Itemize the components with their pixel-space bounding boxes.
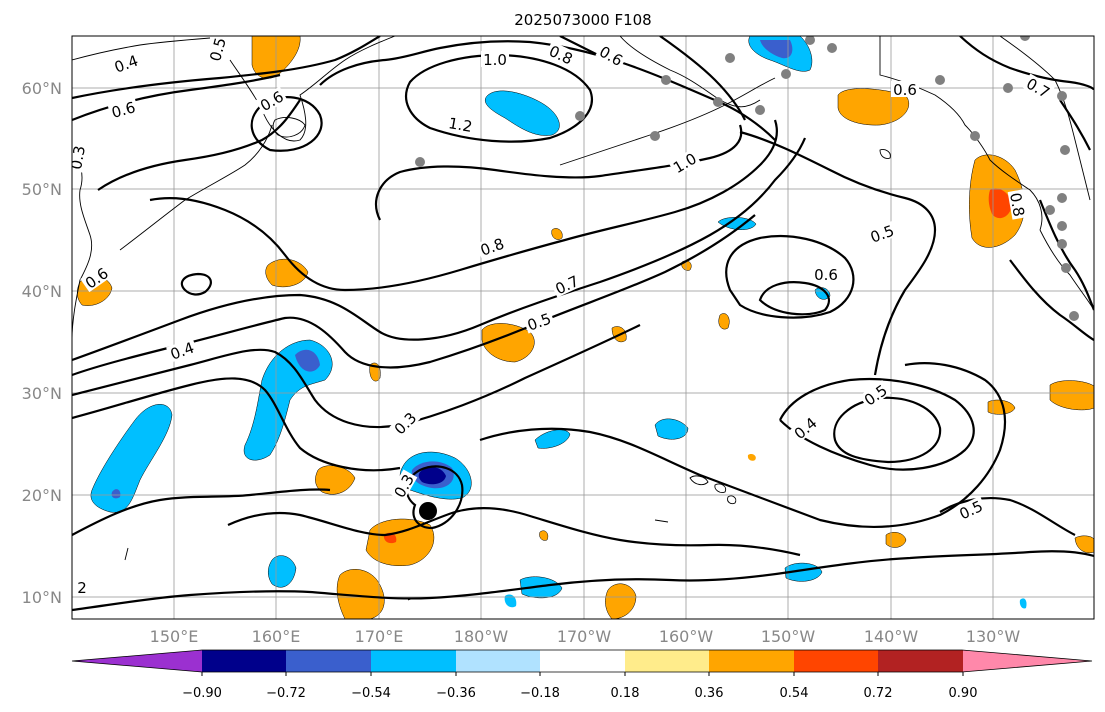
observation-stations [415, 36, 1079, 321]
lon-tick-label: 160°E [252, 627, 301, 646]
colorbar-tick-label: −0.54 [351, 686, 391, 701]
colorbar-tick-label: −0.72 [266, 686, 306, 701]
map-frame [71, 35, 1095, 620]
colorbar-segment [286, 650, 371, 672]
colorbar-tick-label: 0.72 [864, 686, 893, 701]
shaded-anomalies [77, 36, 1094, 619]
lat-tick-label: 30°N [22, 384, 62, 403]
lon-tick-label: 140°W [864, 627, 919, 646]
map-title: 2025073000 F108 [514, 11, 651, 29]
colorbar-tick-label: −0.18 [520, 686, 560, 701]
lon-tick-label: 130°W [966, 627, 1021, 646]
contour-label: 1.2 [447, 114, 474, 136]
colorbar-segment [202, 650, 286, 672]
colorbar-segment [709, 650, 794, 672]
colorbar-segment [794, 650, 878, 672]
lat-tick-label: 40°N [22, 282, 62, 301]
colorbar-tick-label: 0.18 [611, 686, 640, 701]
map-area: 0.40.50.60.61.0 0.8 0.60.30.6 0.70.81.21.00… [67, 36, 1094, 619]
contour-label: 0.6 [110, 98, 138, 122]
lat-tick-label: 10°N [22, 588, 62, 607]
lon-tick-label: 160°W [659, 627, 714, 646]
contour-label: 1.0 [483, 51, 507, 69]
contour-label: 0.3 [67, 144, 89, 171]
contour-lines [72, 36, 1094, 612]
colorbar-tick-label: −0.90 [182, 686, 222, 701]
colorbar-tick-label: 0.54 [780, 686, 809, 701]
contour-label: 2 [77, 579, 87, 597]
colorbar-segment [540, 650, 625, 672]
colorbar-extend-low [72, 650, 202, 672]
colorbar-segment [371, 650, 456, 672]
lon-tick-label: 170°W [557, 627, 612, 646]
longitude-tick-labels: 150°E 160°E 170°E 180°W 170°W 160°W 150°W 140°W… [150, 627, 1021, 646]
latitude-tick-labels: 60°N 50°N 40°N 30°N 20°N 10°N [22, 79, 62, 607]
contour-label: 0.5 [206, 36, 230, 64]
colorbar [71, 649, 1093, 673]
colorbar-tick-label: 0.90 [949, 686, 978, 701]
contour-label: 0.8 [1006, 191, 1028, 218]
lon-tick-label: 170°E [355, 627, 404, 646]
lat-tick-label: 20°N [22, 486, 62, 505]
colorbar-tick-label: 0.36 [695, 686, 724, 701]
colorbar-tick-labels: −0.90 −0.72 −0.54 −0.36 −0.18 0.18 0.36 0.54 0.7… [182, 672, 977, 701]
lat-tick-label: 60°N [22, 79, 62, 98]
lon-tick-label: 180°W [454, 627, 509, 646]
lon-tick-label: 150°E [150, 627, 199, 646]
contour-label: 0.6 [893, 81, 917, 99]
colorbar-extend-high [962, 650, 1092, 672]
contour-labels: 0.40.50.60.61.0 0.8 0.60.30.6 0.70.81.21.00… [67, 36, 1055, 597]
colorbar-segment [456, 650, 540, 672]
lon-tick-label: 150°W [761, 627, 816, 646]
contour-label: 0.6 [814, 266, 838, 284]
storm-center-marker [419, 502, 437, 520]
lat-tick-label: 50°N [22, 180, 62, 199]
colorbar-segment [625, 650, 709, 672]
colorbar-segment [878, 650, 963, 672]
colorbar-tick-label: −0.36 [436, 686, 476, 701]
